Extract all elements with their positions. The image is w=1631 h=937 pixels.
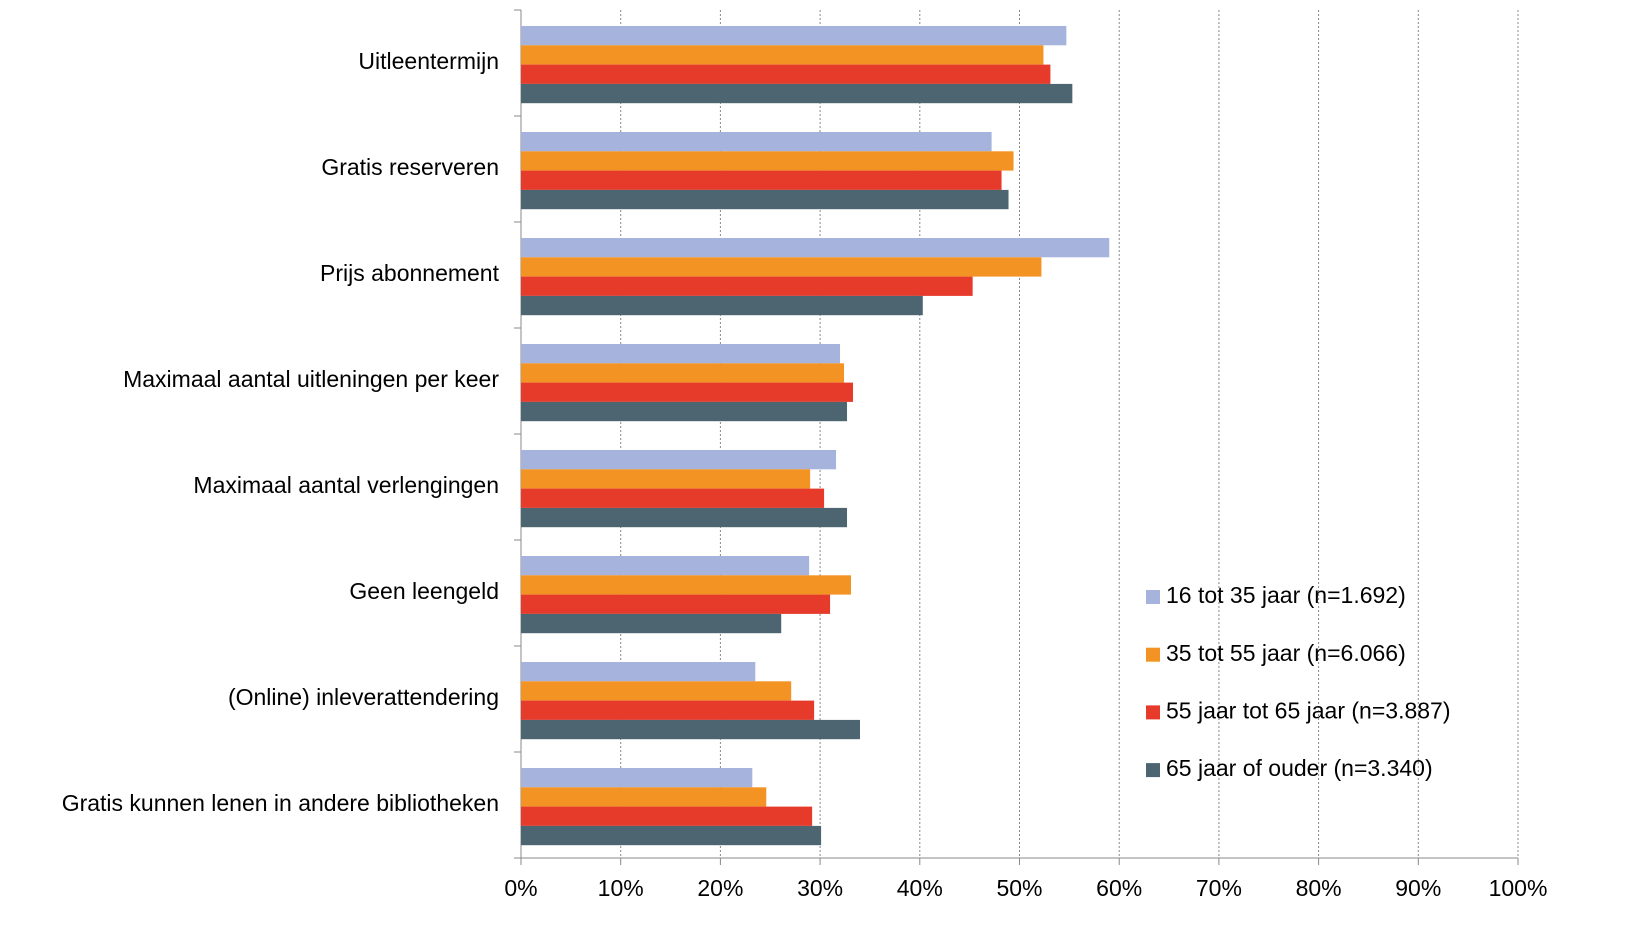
y-tick-label: Maximaal aantal verlengingen: [193, 472, 499, 498]
bar: [521, 64, 1051, 84]
bar: [521, 469, 811, 489]
bar: [521, 662, 756, 682]
bar: [521, 681, 792, 701]
legend-swatch: [1146, 705, 1160, 720]
bar: [521, 45, 1044, 65]
bar: [521, 787, 767, 807]
legend-label: 65 jaar of ouder (n=3.340): [1166, 755, 1433, 781]
legend-label: 55 jaar tot 65 jaar (n=3.887): [1166, 697, 1451, 723]
bar: [521, 382, 854, 402]
x-tick-label: 80%: [1296, 875, 1342, 901]
x-tick-label: 40%: [897, 875, 943, 901]
y-tick-label: Maximaal aantal uitleningen per keer: [123, 366, 499, 392]
x-tick-label: 20%: [697, 875, 743, 901]
bar: [521, 488, 825, 508]
legend-label: 35 tot 55 jaar (n=6.066): [1166, 640, 1406, 666]
bar: [521, 276, 973, 296]
legend-swatch: [1146, 763, 1160, 778]
bar: [521, 295, 923, 316]
bar: [521, 825, 822, 846]
x-tick-label: 50%: [996, 875, 1042, 901]
bar: [521, 575, 852, 595]
bar: [521, 132, 992, 152]
y-tick-label: Prijs abonnement: [320, 260, 500, 286]
bar: [521, 613, 782, 634]
x-tick-label: 0%: [504, 875, 537, 901]
y-tick-label: (Online) inleverattendering: [228, 684, 499, 710]
x-tick-label: 90%: [1395, 875, 1441, 901]
bar: [521, 83, 1073, 104]
bar: [521, 363, 845, 383]
legend-label: 16 tot 35 jaar (n=1.692): [1166, 582, 1406, 608]
x-tick-label: 30%: [797, 875, 843, 901]
bar: [521, 170, 1002, 190]
x-tick-label: 70%: [1196, 875, 1242, 901]
bar: [521, 26, 1067, 46]
bar: [521, 700, 815, 720]
bar: [521, 768, 753, 788]
bar: [521, 556, 810, 576]
x-tick-label: 10%: [598, 875, 644, 901]
legend-swatch: [1146, 647, 1160, 662]
y-tick-label: Gratis kunnen lenen in andere bibliothek…: [62, 790, 499, 816]
bar: [521, 257, 1042, 277]
x-tick-label: 60%: [1096, 875, 1142, 901]
x-tick-label: 100%: [1489, 875, 1548, 901]
bar: [521, 189, 1009, 210]
bar: [521, 507, 848, 528]
bar: [521, 238, 1110, 258]
bar: [521, 719, 860, 740]
bar: [521, 450, 837, 470]
legend-swatch: [1146, 590, 1160, 604]
y-tick-label: Gratis reserveren: [321, 154, 499, 180]
y-tick-label: Geen leengeld: [349, 578, 499, 604]
bar: [521, 806, 813, 826]
bar: [521, 151, 1014, 171]
bar: [521, 344, 841, 364]
bar: [521, 594, 831, 614]
bar: [521, 401, 848, 422]
y-tick-label: Uitleentermijn: [358, 48, 499, 74]
